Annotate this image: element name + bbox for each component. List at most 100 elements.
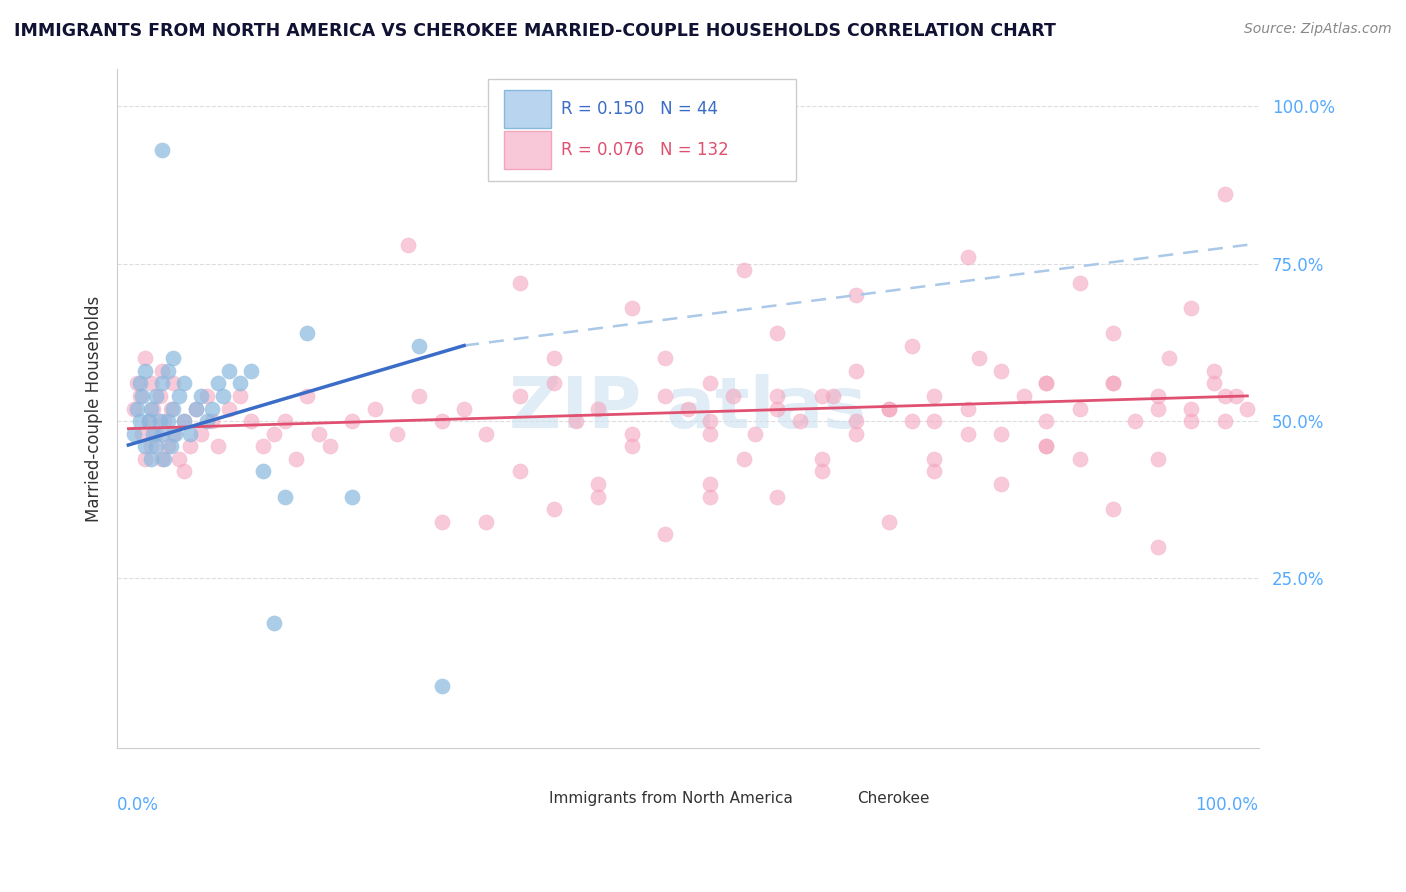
Point <box>190 426 212 441</box>
Point <box>733 451 755 466</box>
Point <box>1202 376 1225 391</box>
Point <box>766 401 789 416</box>
Point <box>160 401 183 416</box>
Point <box>789 414 811 428</box>
Point <box>134 351 156 365</box>
Point <box>1102 326 1125 340</box>
Point <box>156 414 179 428</box>
Point <box>150 144 173 158</box>
Point <box>173 465 195 479</box>
Text: 0.0%: 0.0% <box>117 796 159 814</box>
Point <box>1125 414 1147 428</box>
Point <box>475 426 498 441</box>
Point <box>766 389 789 403</box>
Point <box>138 414 160 428</box>
Point <box>179 439 201 453</box>
Point <box>218 401 240 416</box>
Text: Cherokee: Cherokee <box>856 791 929 806</box>
FancyBboxPatch shape <box>515 787 544 811</box>
Point <box>195 414 218 428</box>
Point <box>1069 401 1091 416</box>
Point <box>263 426 285 441</box>
Point <box>1147 389 1170 403</box>
Point <box>150 364 173 378</box>
Point <box>145 426 167 441</box>
Point <box>721 389 744 403</box>
Point <box>252 439 274 453</box>
Point <box>162 426 184 441</box>
Text: Source: ZipAtlas.com: Source: ZipAtlas.com <box>1244 22 1392 37</box>
Point <box>128 376 150 391</box>
Point <box>127 376 149 391</box>
Point <box>396 237 419 252</box>
Point <box>766 490 789 504</box>
Point <box>122 426 145 441</box>
Point <box>184 401 207 416</box>
Point <box>285 451 308 466</box>
Point <box>156 439 179 453</box>
Point <box>340 490 363 504</box>
Point <box>990 426 1012 441</box>
Point <box>167 451 190 466</box>
Point <box>733 263 755 277</box>
Point <box>1180 414 1202 428</box>
FancyBboxPatch shape <box>488 78 796 181</box>
Point <box>162 351 184 365</box>
Point <box>131 426 153 441</box>
Point <box>588 477 610 491</box>
Point <box>212 389 235 403</box>
Point <box>240 414 263 428</box>
Point <box>173 414 195 428</box>
Point <box>229 389 252 403</box>
Point <box>340 414 363 428</box>
Point <box>385 426 408 441</box>
Point <box>676 401 699 416</box>
Point <box>1102 502 1125 516</box>
Point <box>543 376 565 391</box>
Point <box>150 426 173 441</box>
Point <box>263 615 285 630</box>
Point <box>1069 451 1091 466</box>
Point <box>173 376 195 391</box>
Point <box>811 389 834 403</box>
Point <box>145 389 167 403</box>
Point <box>699 414 721 428</box>
Point <box>900 338 922 352</box>
Point <box>274 490 297 504</box>
Point <box>956 426 979 441</box>
Point <box>195 389 218 403</box>
Point <box>699 426 721 441</box>
FancyBboxPatch shape <box>505 131 551 169</box>
Point <box>699 477 721 491</box>
Point <box>430 414 453 428</box>
Point <box>408 389 430 403</box>
Point <box>509 276 531 290</box>
Point <box>122 401 145 416</box>
Point <box>588 401 610 416</box>
Point <box>201 401 224 416</box>
Point <box>845 426 868 441</box>
Point <box>453 401 475 416</box>
FancyBboxPatch shape <box>823 787 852 811</box>
Point <box>845 364 868 378</box>
Point <box>173 414 195 428</box>
Point <box>1069 276 1091 290</box>
Point <box>588 490 610 504</box>
Point <box>1225 389 1247 403</box>
Point <box>167 389 190 403</box>
Point <box>990 477 1012 491</box>
Point <box>1035 376 1057 391</box>
Point <box>363 401 385 416</box>
Point <box>160 439 183 453</box>
Point <box>149 389 172 403</box>
Point <box>811 465 834 479</box>
Point <box>1213 389 1236 403</box>
Text: R = 0.076   N = 132: R = 0.076 N = 132 <box>561 141 728 159</box>
Point <box>922 451 945 466</box>
Point <box>967 351 990 365</box>
Point <box>134 451 156 466</box>
Point <box>1157 351 1180 365</box>
Point <box>1180 301 1202 315</box>
Point <box>922 465 945 479</box>
Point <box>744 426 766 441</box>
